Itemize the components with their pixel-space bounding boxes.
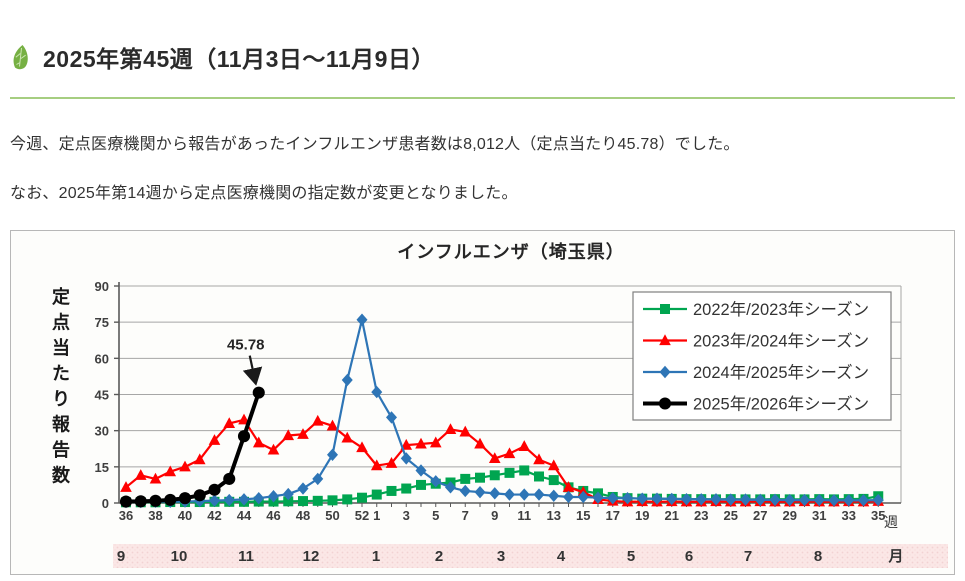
chart-title: インフルエンザ（埼玉県） — [397, 241, 624, 262]
svg-text:15: 15 — [576, 508, 590, 523]
svg-text:25: 25 — [724, 508, 738, 523]
svg-text:23: 23 — [694, 508, 708, 523]
legend: 2022年/2023年シーズン 2023年/2024年シーズン 2024年/2025… — [632, 291, 892, 421]
svg-text:6: 6 — [685, 548, 693, 565]
svg-text:90: 90 — [95, 279, 109, 294]
svg-text:12: 12 — [303, 548, 320, 565]
legend-item: 2024年/2025年シーズン — [643, 363, 869, 382]
week-axis-labels: 36 38 40 42 44 46 48 50 52 1 3 5 7 9 11 13 15 17 19 21 23 25 2… — [119, 508, 898, 530]
svg-text:13: 13 — [547, 508, 561, 523]
svg-text:3: 3 — [497, 548, 505, 565]
legend-item: 2025年/2026年シーズン — [643, 395, 869, 414]
svg-text:報: 報 — [52, 414, 71, 435]
svg-text:0: 0 — [102, 496, 109, 511]
svg-text:45.78: 45.78 — [227, 337, 265, 354]
svg-text:33: 33 — [842, 508, 856, 523]
legend-item: 2023年/2024年シーズン — [643, 332, 869, 351]
svg-text:45: 45 — [95, 388, 109, 403]
month-band: 9 10 11 12 1 2 3 4 5 6 7 8 月 — [113, 544, 948, 568]
svg-text:2024年/2025年シーズン: 2024年/2025年シーズン — [693, 363, 869, 382]
svg-text:1: 1 — [372, 548, 380, 565]
svg-text:5: 5 — [432, 508, 439, 523]
svg-text:数: 数 — [52, 465, 71, 486]
svg-text:8: 8 — [814, 548, 822, 565]
svg-text:4: 4 — [557, 548, 566, 565]
svg-text:9: 9 — [491, 508, 498, 523]
y-axis-tick-labels: 0 15 30 45 60 75 90 — [95, 279, 109, 511]
svg-text:7: 7 — [462, 508, 469, 523]
svg-text:42: 42 — [207, 508, 221, 523]
svg-text:52: 52 — [355, 508, 369, 523]
svg-text:75: 75 — [95, 315, 109, 330]
svg-text:60: 60 — [95, 351, 109, 366]
svg-text:11: 11 — [517, 508, 531, 523]
svg-text:40: 40 — [178, 508, 192, 523]
svg-text:告: 告 — [52, 439, 70, 460]
svg-text:17: 17 — [606, 508, 620, 523]
svg-text:2023年/2024年シーズン: 2023年/2024年シーズン — [693, 332, 869, 351]
green-divider — [10, 97, 955, 99]
legend-item: 2022年/2023年シーズン — [643, 300, 869, 319]
svg-text:5: 5 — [627, 548, 635, 565]
svg-text:定: 定 — [52, 287, 70, 307]
page-title: 2025年第45週（11月3日～11月9日） — [43, 46, 435, 72]
svg-text:30: 30 — [95, 424, 109, 439]
svg-text:10: 10 — [171, 548, 188, 565]
svg-text:44: 44 — [237, 508, 252, 523]
page-header: 2025年第45週（11月3日～11月9日） — [10, 40, 435, 74]
svg-text:当: 当 — [52, 337, 70, 358]
svg-text:35: 35 — [871, 508, 885, 523]
svg-text:38: 38 — [148, 508, 162, 523]
svg-text:31: 31 — [812, 508, 826, 523]
svg-text:46: 46 — [266, 508, 280, 523]
svg-text:週: 週 — [884, 514, 898, 530]
svg-text:36: 36 — [119, 508, 133, 523]
svg-text:3: 3 — [403, 508, 410, 523]
report-summary-text: 今週、定点医療機関から報告があったインフルエンザ患者数は8,012人（定点当たり… — [10, 136, 740, 153]
svg-text:21: 21 — [665, 508, 679, 523]
svg-text:27: 27 — [753, 508, 767, 523]
leaf-icon — [13, 44, 28, 69]
annotation-callout: 45.78 — [227, 337, 265, 386]
svg-text:19: 19 — [635, 508, 649, 523]
svg-text:2: 2 — [435, 548, 443, 565]
svg-text:15: 15 — [95, 460, 109, 475]
svg-text:9: 9 — [117, 548, 125, 565]
svg-text:1: 1 — [373, 508, 380, 523]
series-2025年/2026年シーズン — [119, 386, 265, 508]
svg-text:48: 48 — [296, 508, 310, 523]
report-note-text: なお、2025年第14週から定点医療機関の指定数が変更となりました。 — [10, 185, 518, 202]
svg-text:2022年/2023年シーズン: 2022年/2023年シーズン — [693, 300, 869, 319]
svg-text:2025年/2026年シーズン: 2025年/2026年シーズン — [693, 395, 869, 414]
svg-text:7: 7 — [744, 548, 752, 565]
svg-text:月: 月 — [887, 548, 903, 565]
svg-text:11: 11 — [238, 548, 254, 565]
svg-text:50: 50 — [325, 508, 339, 523]
svg-text:29: 29 — [783, 508, 797, 523]
influenza-chart: 9 10 11 12 1 2 3 4 5 6 7 8 月 0 15 30 45 60 75 90 36 38 40 42 44 4… — [10, 230, 955, 575]
svg-text:り: り — [52, 389, 70, 409]
svg-text:点: 点 — [52, 312, 70, 333]
svg-text:た: た — [52, 364, 70, 384]
